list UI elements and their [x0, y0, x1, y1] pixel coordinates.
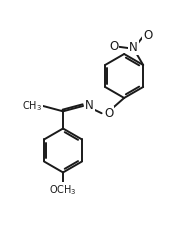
Text: O: O: [104, 107, 113, 121]
Text: OCH$_3$: OCH$_3$: [49, 183, 77, 197]
Text: N: N: [129, 41, 138, 54]
Text: O: O: [109, 40, 118, 53]
Text: O: O: [143, 29, 152, 42]
Text: N: N: [85, 99, 94, 112]
Text: CH$_3$: CH$_3$: [22, 99, 42, 113]
